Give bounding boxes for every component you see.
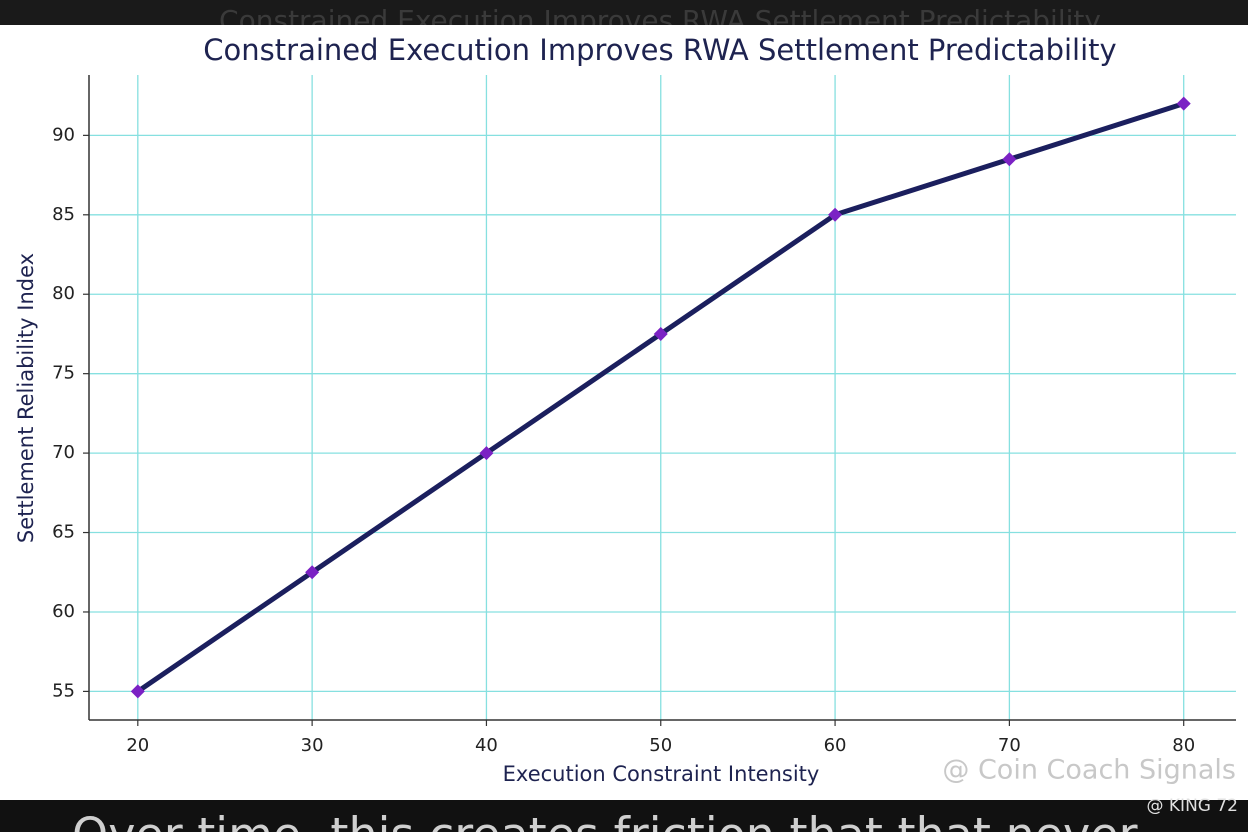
x-tick-label: 40 xyxy=(475,735,498,756)
user-tag: @ KING 72 xyxy=(1147,796,1239,816)
data-marker xyxy=(305,565,320,580)
top-bar xyxy=(0,0,1248,25)
x-tick-label: 60 xyxy=(824,735,847,756)
y-tick-label: 70 xyxy=(52,442,75,463)
chart-area xyxy=(0,25,1248,800)
plot: 55 60 65 70 75 80 85 90 20 30 40 50 60 70 80 xyxy=(52,75,1236,756)
y-tick-label: 65 xyxy=(52,522,75,543)
x-tick-label: 80 xyxy=(1172,735,1195,756)
data-marker xyxy=(828,207,843,222)
y-axis-label: Settlement Reliability Index xyxy=(14,253,38,543)
data-marker xyxy=(653,326,668,341)
watermark: @ Coin Coach Signals xyxy=(942,755,1236,786)
x-tick-label: 30 xyxy=(301,735,324,756)
y-tick-label: 85 xyxy=(52,204,75,225)
y-tick-label: 75 xyxy=(52,363,75,384)
x-tick-label: 70 xyxy=(998,735,1021,756)
y-tick-label: 60 xyxy=(52,601,75,622)
data-marker xyxy=(1002,152,1017,167)
x-axis-label: Execution Constraint Intensity xyxy=(503,762,820,786)
chart-title: Constrained Execution Improves RWA Settl… xyxy=(203,33,1116,67)
bottom-bar xyxy=(0,800,1248,832)
x-tick-label: 20 xyxy=(126,735,149,756)
y-tick-label: 90 xyxy=(52,124,75,145)
data-marker xyxy=(130,684,145,699)
caption: Over time, this creates friction that th… xyxy=(72,808,1138,832)
data-marker xyxy=(479,446,494,461)
x-tick-label: 50 xyxy=(649,735,672,756)
y-tick-label: 55 xyxy=(52,680,75,701)
data-marker xyxy=(1176,96,1191,111)
y-tick-label: 80 xyxy=(52,283,75,304)
